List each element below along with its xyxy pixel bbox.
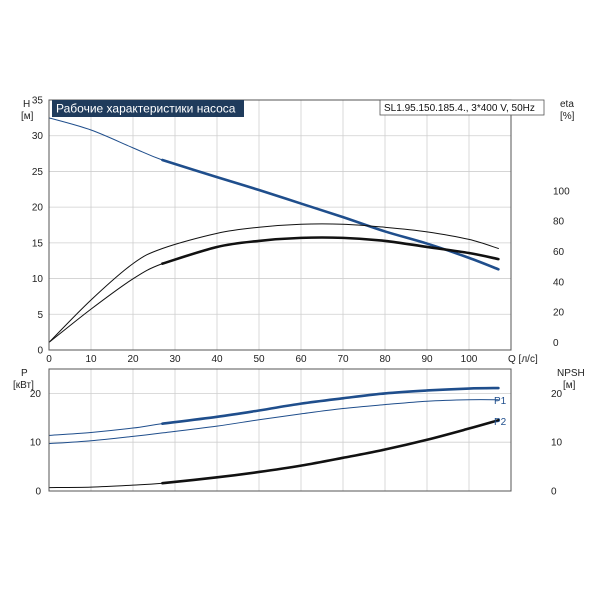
x-tick-label: 100	[461, 354, 478, 365]
lower-series-p1-operating-range	[161, 386, 500, 425]
y-left-unit-upper: [м]	[21, 111, 34, 122]
y-right-unit-upper: [%]	[560, 111, 575, 122]
upper-series-0-operating-range	[161, 158, 500, 271]
y-left-tick-label: 35	[32, 96, 44, 107]
x-tick-label: 90	[421, 354, 433, 365]
x-tick-label: 0	[46, 354, 52, 365]
series-label-p2: P2	[494, 417, 507, 428]
y-left-label-upper: H	[23, 99, 30, 110]
y-left-tick-label: 25	[32, 167, 44, 178]
series-label-p1: P1	[494, 396, 507, 407]
model-box	[379, 99, 545, 116]
x-tick-label: 20	[127, 354, 139, 365]
y-right-tick-label: 10	[551, 438, 563, 449]
y-left-tick-label: 5	[37, 310, 43, 321]
y-right-unit-lower: [м]	[563, 380, 576, 391]
y-right-tick-label: 60	[553, 247, 565, 258]
x-tick-label: 10	[85, 354, 97, 365]
y-left-tick-label: 30	[32, 131, 44, 142]
y-left-unit-lower: [кВт]	[13, 380, 34, 391]
lower-series-p2-line	[48, 399, 499, 445]
model-label: SL1.95.150.185.4., 3*400 V, 50Hz	[384, 103, 535, 114]
x-tick-label: 40	[211, 354, 223, 365]
y-right-label-lower: NPSH	[557, 368, 585, 379]
y-left-tick-label: 10	[32, 274, 44, 285]
y-left-tick-label: 20	[30, 389, 42, 400]
x-tick-label: 60	[295, 354, 307, 365]
y-left-tick-label: 15	[32, 238, 44, 249]
y-right-tick-label: 0	[553, 338, 559, 349]
y-right-tick-label: 0	[551, 487, 557, 498]
upper-series-1-line	[48, 223, 499, 343]
y-right-tick-label: 80	[553, 217, 565, 228]
chart-title: Рабочие характеристики насоса	[56, 102, 236, 116]
upper-series-2-operating-range	[161, 236, 500, 265]
y-right-tick-label: 100	[553, 186, 570, 197]
x-tick-label: 70	[337, 354, 349, 365]
y-left-tick-label: 0	[37, 346, 43, 357]
chart-title-box	[52, 100, 244, 117]
lower-series-2-operating-range	[161, 418, 500, 485]
y-right-tick-label: 40	[553, 277, 565, 288]
x-axis-label: Q [л/с]	[508, 354, 538, 365]
y-right-label-upper: eta	[560, 99, 574, 110]
x-tick-label: 30	[169, 354, 181, 365]
upper-series-2-line	[48, 236, 499, 343]
y-left-label-lower: P	[21, 368, 28, 379]
upper-plot-series	[48, 117, 500, 343]
lower-plot-frame	[48, 368, 512, 492]
y-right-tick-label: 20	[551, 389, 563, 400]
y-left-tick-label: 0	[35, 487, 41, 498]
tick-labels: 0 10 20 30 40 50 60 70 80 90 100051015202530350204…	[30, 96, 570, 498]
x-tick-label: 50	[253, 354, 265, 365]
y-right-tick-label: 20	[553, 308, 565, 319]
lower-series-p1-line	[48, 387, 499, 436]
lower-plot-series	[48, 386, 500, 489]
y-left-tick-label: 20	[32, 203, 44, 214]
upper-plot-frame	[48, 99, 512, 351]
x-tick-label: 80	[379, 354, 391, 365]
y-left-tick-label: 10	[30, 438, 42, 449]
